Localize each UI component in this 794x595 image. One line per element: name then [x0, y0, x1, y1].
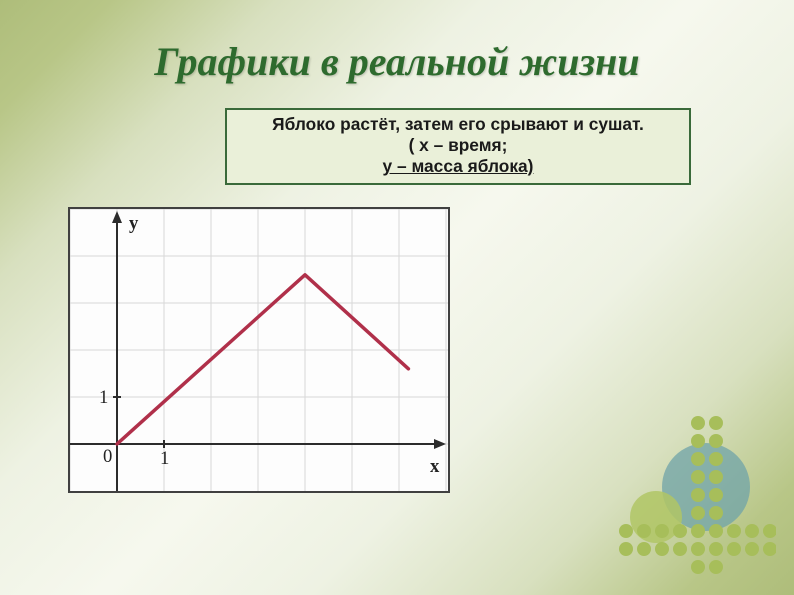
chart-svg: 0 1 1 x y [70, 209, 448, 491]
svg-text:x: x [430, 456, 440, 477]
svg-text:y: y [129, 213, 139, 234]
line-chart: 0 1 1 x y [68, 207, 450, 493]
caption-line-3: y – масса яблока) [233, 156, 683, 177]
svg-text:1: 1 [99, 387, 108, 408]
caption-line-2: ( x – время; [233, 135, 683, 156]
caption-line-1: Яблоко растёт, затем его срывают и сушат… [233, 114, 683, 135]
slide: Графики в реальной жизни Яблоко растёт, … [0, 0, 794, 595]
deco-svg [586, 397, 776, 577]
svg-text:0: 0 [103, 446, 112, 467]
svg-text:1: 1 [160, 448, 169, 469]
page-title: Графики в реальной жизни [0, 38, 794, 85]
decorative-circles [586, 397, 776, 577]
caption-box: Яблоко растёт, затем его срывают и сушат… [225, 108, 691, 185]
title-text: Графики в реальной жизни [154, 39, 639, 84]
